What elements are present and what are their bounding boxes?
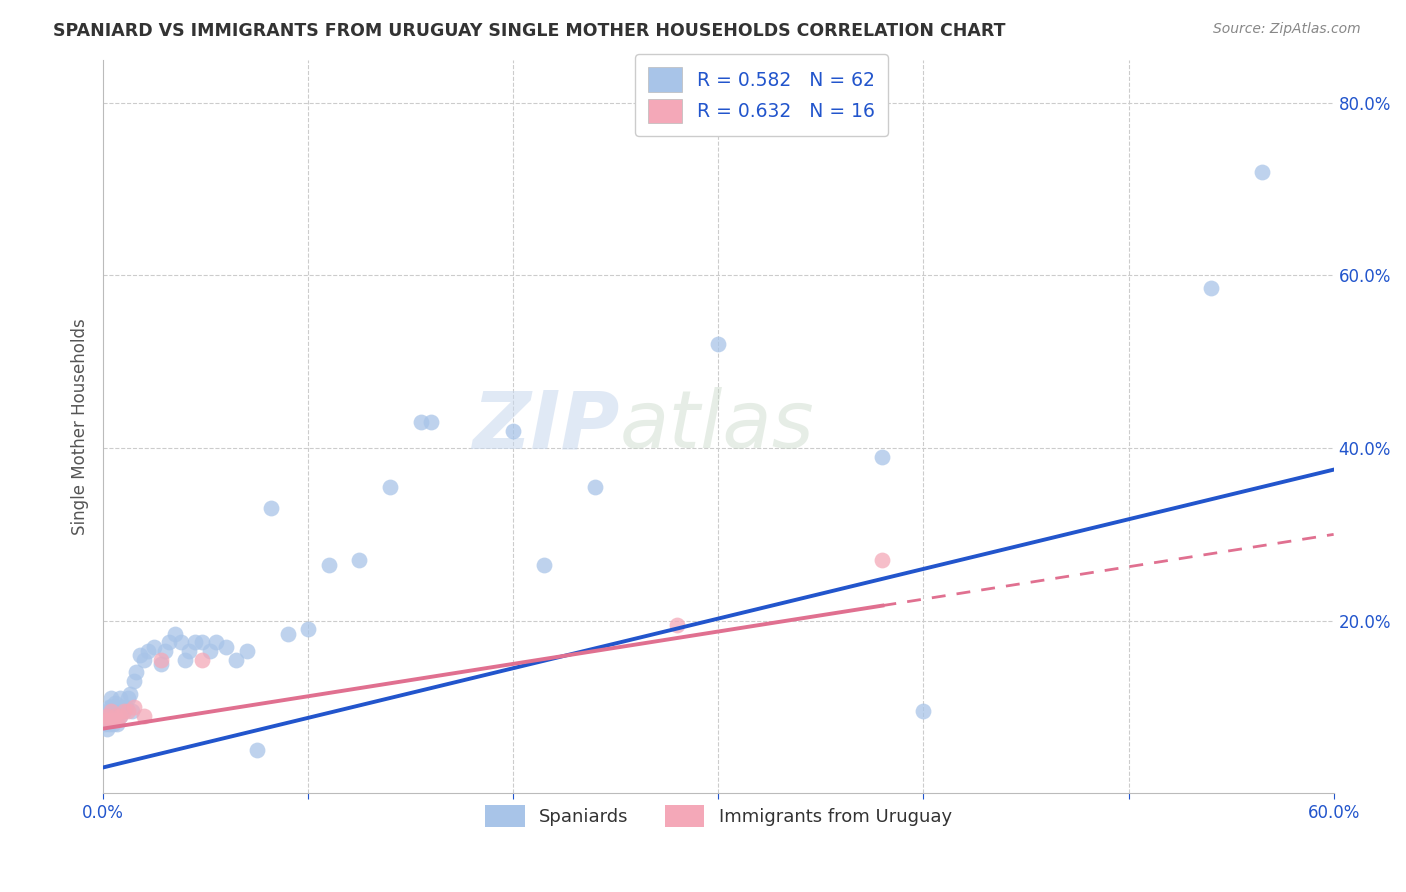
Point: [108, 708, 131, 723]
Point: [103, 717, 125, 731]
Point: [108, 691, 131, 706]
Point: [179, 644, 201, 658]
Text: ZIP: ZIP: [472, 387, 620, 466]
Point: [190, 635, 212, 649]
Point: [98, 717, 121, 731]
Point: [134, 652, 156, 666]
Point: [100, 700, 122, 714]
Y-axis label: Single Mother Households: Single Mother Households: [72, 318, 89, 535]
Point: [143, 640, 166, 654]
Point: [205, 635, 228, 649]
Point: [1199, 281, 1222, 295]
Point: [100, 704, 122, 718]
Point: [98, 708, 121, 723]
Point: [215, 640, 238, 654]
Point: [318, 558, 340, 572]
Point: [96, 708, 118, 723]
Point: [110, 700, 132, 714]
Point: [100, 713, 122, 727]
Point: [149, 657, 172, 671]
Point: [117, 704, 139, 718]
Point: [157, 635, 180, 649]
Point: [107, 717, 129, 731]
Point: [112, 704, 135, 718]
Point: [104, 708, 127, 723]
Point: [114, 700, 136, 714]
Point: [912, 704, 935, 718]
Legend: Spaniards, Immigrants from Uruguay: Spaniards, Immigrants from Uruguay: [475, 796, 960, 836]
Point: [118, 687, 141, 701]
Point: [100, 691, 122, 706]
Text: SPANIARD VS IMMIGRANTS FROM URUGUAY SINGLE MOTHER HOUSEHOLDS CORRELATION CHART: SPANIARD VS IMMIGRANTS FROM URUGUAY SING…: [53, 22, 1005, 40]
Point: [122, 674, 145, 689]
Point: [96, 708, 118, 723]
Point: [260, 501, 283, 516]
Point: [129, 648, 152, 663]
Point: [225, 652, 247, 666]
Point: [104, 708, 127, 723]
Point: [98, 700, 121, 714]
Point: [409, 415, 432, 429]
Point: [108, 708, 131, 723]
Point: [107, 700, 129, 714]
Point: [872, 450, 894, 464]
Text: atlas: atlas: [620, 387, 814, 466]
Point: [149, 652, 172, 666]
Point: [136, 644, 159, 658]
Point: [277, 626, 299, 640]
Point: [107, 713, 129, 727]
Point: [707, 337, 730, 351]
Point: [112, 704, 135, 718]
Point: [198, 644, 221, 658]
Point: [420, 415, 443, 429]
Point: [533, 558, 555, 572]
Point: [103, 713, 125, 727]
Point: [163, 626, 186, 640]
Point: [872, 553, 894, 567]
Point: [380, 480, 402, 494]
Point: [117, 691, 139, 706]
Point: [349, 553, 371, 567]
Point: [98, 713, 121, 727]
Point: [246, 743, 269, 757]
Point: [170, 635, 193, 649]
Point: [134, 708, 156, 723]
Point: [190, 652, 212, 666]
Point: [96, 722, 118, 736]
Text: Source: ZipAtlas.com: Source: ZipAtlas.com: [1213, 22, 1361, 37]
Point: [153, 644, 176, 658]
Point: [297, 623, 319, 637]
Point: [666, 618, 689, 632]
Point: [94, 717, 117, 731]
Point: [121, 704, 143, 718]
Point: [122, 700, 145, 714]
Point: [103, 700, 125, 714]
Point: [103, 708, 125, 723]
Point: [104, 713, 127, 727]
Point: [1250, 165, 1272, 179]
Point: [502, 424, 524, 438]
Point: [94, 713, 117, 727]
Point: [104, 696, 127, 710]
Point: [235, 644, 257, 658]
Point: [583, 480, 606, 494]
Point: [184, 635, 207, 649]
Point: [125, 665, 148, 680]
Point: [174, 652, 197, 666]
